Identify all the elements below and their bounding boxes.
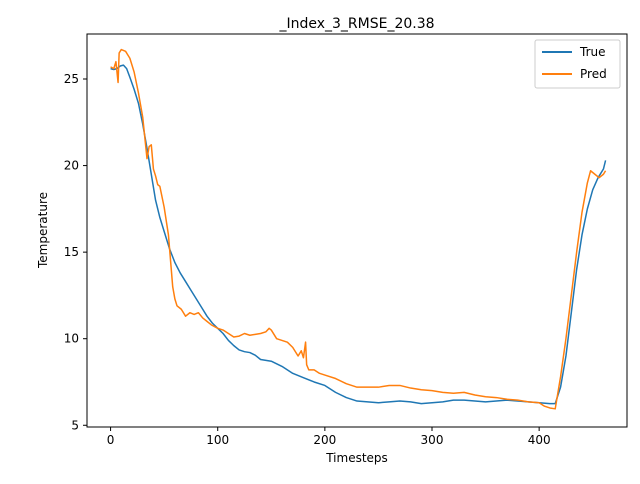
y-axis-label: Temperature [36,192,50,269]
x-axis-label: Timesteps [325,451,388,465]
legend-box [534,39,621,89]
x-tick-label: 200 [313,433,336,447]
x-axis-ticks: 0 100 200 300 400 [107,427,551,447]
y-tick-label: 15 [64,245,79,259]
series-line-true [110,64,607,405]
plot-area [87,34,627,427]
y-tick-label: 20 [64,159,79,173]
x-tick-label: 100 [206,433,229,447]
plot-frame [86,33,628,428]
series-layer [110,48,607,410]
x-tick-label: 0 [107,433,115,447]
y-tick-label: 25 [64,72,79,86]
y-axis-ticks: 5 10 15 20 25 [64,72,87,432]
legend: True Pred [534,39,621,89]
x-tick-label: 300 [421,433,444,447]
legend-true-label: True [579,45,606,59]
y-tick-label: 5 [71,418,79,432]
chart-title: _Index_3_RMSE_20.38 [278,16,434,32]
legend-pred-label: Pred [580,67,607,81]
series-line-pred [110,48,607,410]
x-tick-label: 400 [528,433,551,447]
y-tick-label: 10 [64,332,79,346]
